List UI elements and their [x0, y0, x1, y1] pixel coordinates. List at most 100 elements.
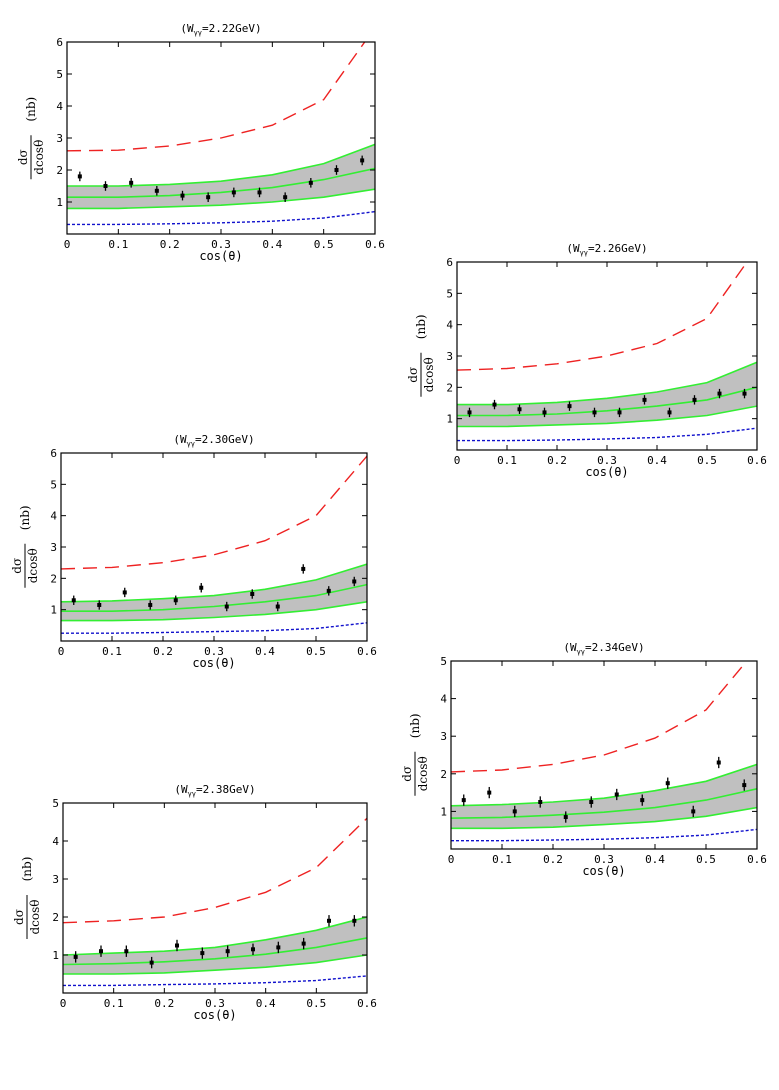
data-point [742, 388, 747, 399]
point-marker [512, 809, 517, 814]
point-marker [77, 174, 82, 179]
plot-area [457, 262, 757, 442]
title-subscript: γγ [580, 249, 588, 257]
point-marker [487, 790, 492, 795]
point-marker [200, 951, 205, 956]
point-marker [124, 949, 129, 954]
point-marker [275, 604, 280, 609]
x-tick-label: 0.4 [647, 454, 667, 467]
point-marker [73, 954, 78, 959]
y-tick-label: 1 [446, 413, 453, 426]
band-lower-edge [457, 405, 757, 428]
point-marker [175, 943, 179, 948]
point-marker [301, 941, 306, 946]
data-point [129, 178, 134, 188]
point-marker [225, 949, 230, 954]
point-marker [742, 783, 747, 788]
x-tick-label: 0.4 [262, 238, 282, 251]
point-marker [567, 404, 572, 409]
data-point [467, 407, 472, 418]
y-tick-label: 2 [446, 381, 453, 394]
y-label-unit: (nb) [20, 857, 34, 882]
x-tick-label: 0.4 [255, 645, 275, 658]
point-marker [742, 391, 747, 396]
uncertainty-band [67, 144, 375, 209]
y-label-numerator: dσ [12, 909, 26, 925]
data-point [360, 155, 365, 166]
title-prefix: (W [563, 641, 577, 654]
data-point [250, 589, 255, 599]
x-axis-label: cos(θ) [585, 465, 628, 479]
point-marker [99, 949, 103, 954]
title-suffix: =2.22GeV) [202, 22, 262, 35]
point-marker [149, 960, 154, 965]
data-point [512, 805, 517, 818]
title-suffix: =2.38GeV) [196, 783, 256, 796]
point-marker [589, 800, 594, 804]
y-tick-label: 6 [56, 36, 63, 49]
central-curve [451, 788, 757, 819]
title-suffix: =2.26GeV) [588, 242, 648, 255]
point-marker [154, 188, 159, 193]
point-marker [251, 947, 255, 952]
y-label-numerator: dσ [16, 149, 30, 165]
data-point [589, 796, 594, 808]
plot-area [451, 661, 757, 842]
band-upper-edge [451, 763, 757, 807]
x-tick-label: 0.3 [594, 853, 614, 866]
red-dashed-curve [451, 661, 748, 773]
data-point [667, 407, 672, 418]
point-marker [667, 410, 672, 415]
data-point [180, 190, 185, 201]
x-tick-label: 0 [448, 853, 455, 866]
plot-area [63, 817, 367, 987]
uncertainty-band [61, 564, 367, 621]
y-axis-label: dσ dcosθ (nb) [10, 505, 40, 588]
x-tick-label: 0.5 [696, 853, 716, 866]
data-point [301, 937, 306, 950]
chart-panel-5: 0 0.1 0.2 0.3 0.4 0.5 0.6 1 2 3 4 5 (Wγγ=2.38GeV) cos… [12, 783, 377, 1022]
point-marker [614, 792, 619, 797]
chart-title: (Wγγ=2.22GeV) [180, 22, 261, 37]
data-point [717, 388, 722, 399]
y-label-denominator: dcosθ [32, 140, 46, 175]
y-tick-label: 2 [440, 768, 447, 781]
blue-dotted-curve [61, 622, 367, 634]
x-tick-label: 0.4 [645, 853, 665, 866]
chart-panel-1: 0 0.1 0.2 0.3 0.4 0.5 0.6 1 2 3 4 5 6 (Wγγ=2.22GeV) co… [16, 22, 385, 263]
x-tick-label: 0.3 [211, 238, 231, 251]
data-point [640, 794, 645, 806]
data-point [122, 587, 127, 598]
y-tick-label: 4 [440, 693, 447, 706]
y-axis-label: dσ dcosθ (nb) [406, 314, 436, 397]
y-tick-label: 3 [56, 132, 63, 145]
y-tick-label: 6 [446, 256, 453, 269]
y-label-numerator: dσ [400, 766, 414, 782]
data-point [716, 756, 721, 769]
central-curve [67, 167, 375, 198]
point-marker [224, 604, 229, 609]
data-point [563, 811, 568, 823]
y-tick-label: 1 [440, 805, 447, 818]
plot-area [67, 42, 375, 226]
central-curve [61, 583, 367, 612]
point-marker [563, 815, 568, 820]
data-point [275, 601, 280, 612]
y-axis-label: dσ dcosθ (nb) [12, 857, 42, 939]
point-marker [301, 566, 306, 571]
y-tick-label: 4 [446, 319, 453, 332]
title-suffix: =2.30GeV) [195, 433, 255, 446]
data-point [742, 779, 747, 791]
chart-panel-4: 0 0.1 0.2 0.3 0.4 0.5 0.6 1 2 3 4 5 (Wγγ=2.34GeV) cos… [400, 641, 767, 878]
x-tick-label: 0.2 [543, 853, 563, 866]
title-subscript: γγ [577, 648, 585, 656]
data-point [692, 395, 697, 405]
y-tick-label: 5 [52, 797, 59, 810]
point-marker [640, 798, 645, 803]
y-tick-label: 3 [440, 730, 447, 743]
uncertainty-band [451, 764, 757, 829]
title-subscript: γγ [194, 29, 202, 37]
data-point [542, 407, 547, 418]
point-marker [592, 410, 597, 415]
central-curve [63, 937, 367, 966]
